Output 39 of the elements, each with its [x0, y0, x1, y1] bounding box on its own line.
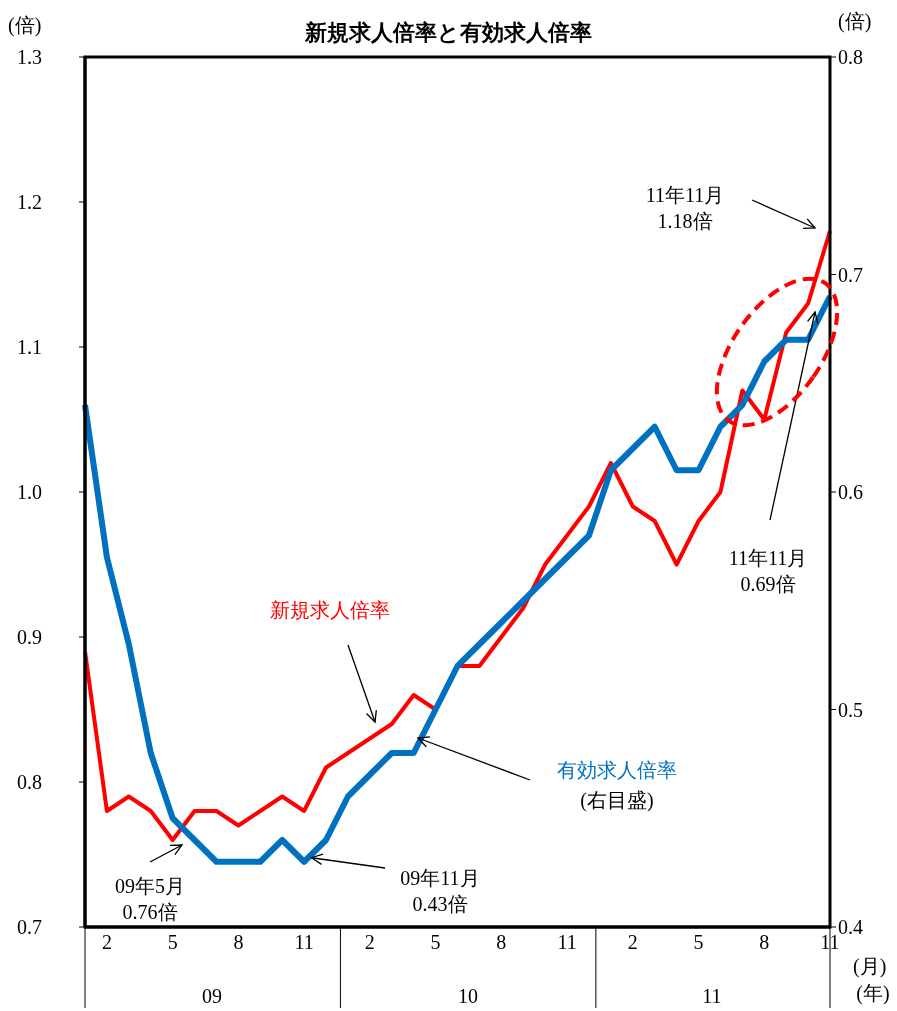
y-tick-label: 1.2 [17, 191, 42, 214]
text: 09 [201, 984, 223, 1009]
x-axis-title: (月) [853, 954, 887, 980]
text: (年) [855, 981, 891, 1006]
y-axis-title: (倍) [8, 13, 42, 39]
x-tick-label: 11 [294, 931, 314, 954]
y2-tick-label: 0.6 [838, 481, 863, 504]
x-tick-label: 2 [101, 931, 112, 954]
y2-axis-title: (倍) [838, 9, 872, 35]
annotation: 11年11月 0.69倍 [727, 546, 809, 597]
x-tick-label: 5 [693, 931, 704, 954]
y-tick-label: 0.8 [17, 771, 42, 794]
text: 11 [701, 984, 723, 1009]
y2-tick-label: 0.5 [838, 698, 863, 721]
annotation: 09年11月 0.43倍 [399, 866, 481, 917]
text: 10 [457, 984, 479, 1009]
x-tick-label: 5 [167, 931, 178, 954]
annotation: (右目盛) [579, 788, 655, 813]
text: 新規求人倍率 [269, 598, 391, 623]
y2-tick-label: 0.8 [838, 46, 863, 69]
x-tick-label: 2 [364, 931, 375, 954]
annotation: 09年5月 0.76倍 [115, 875, 185, 923]
x-tick-label: 11 [820, 931, 840, 954]
y-tick-label: 0.7 [17, 916, 42, 939]
x-tick-label: 2 [627, 931, 638, 954]
x-tick-label: 8 [759, 931, 770, 954]
y2-tick-label: 0.4 [838, 916, 863, 939]
x-tick-label: 5 [430, 931, 441, 954]
y2-tick-label: 0.7 [838, 263, 863, 286]
chart-title: 新規求人倍率と有効求人倍率 [305, 20, 592, 45]
y-tick-label: 1.0 [17, 481, 42, 504]
y-tick-label: 1.1 [17, 336, 42, 359]
x-tick-label: 11 [557, 931, 577, 954]
x-tick-label: 8 [233, 931, 244, 954]
x-tick-label: 8 [496, 931, 507, 954]
y-tick-label: 0.9 [17, 626, 42, 649]
text: 有効求人倍率 [556, 758, 678, 783]
y-tick-label: 1.3 [17, 46, 42, 69]
annotation: 11年11月 1.18倍 [644, 183, 726, 234]
